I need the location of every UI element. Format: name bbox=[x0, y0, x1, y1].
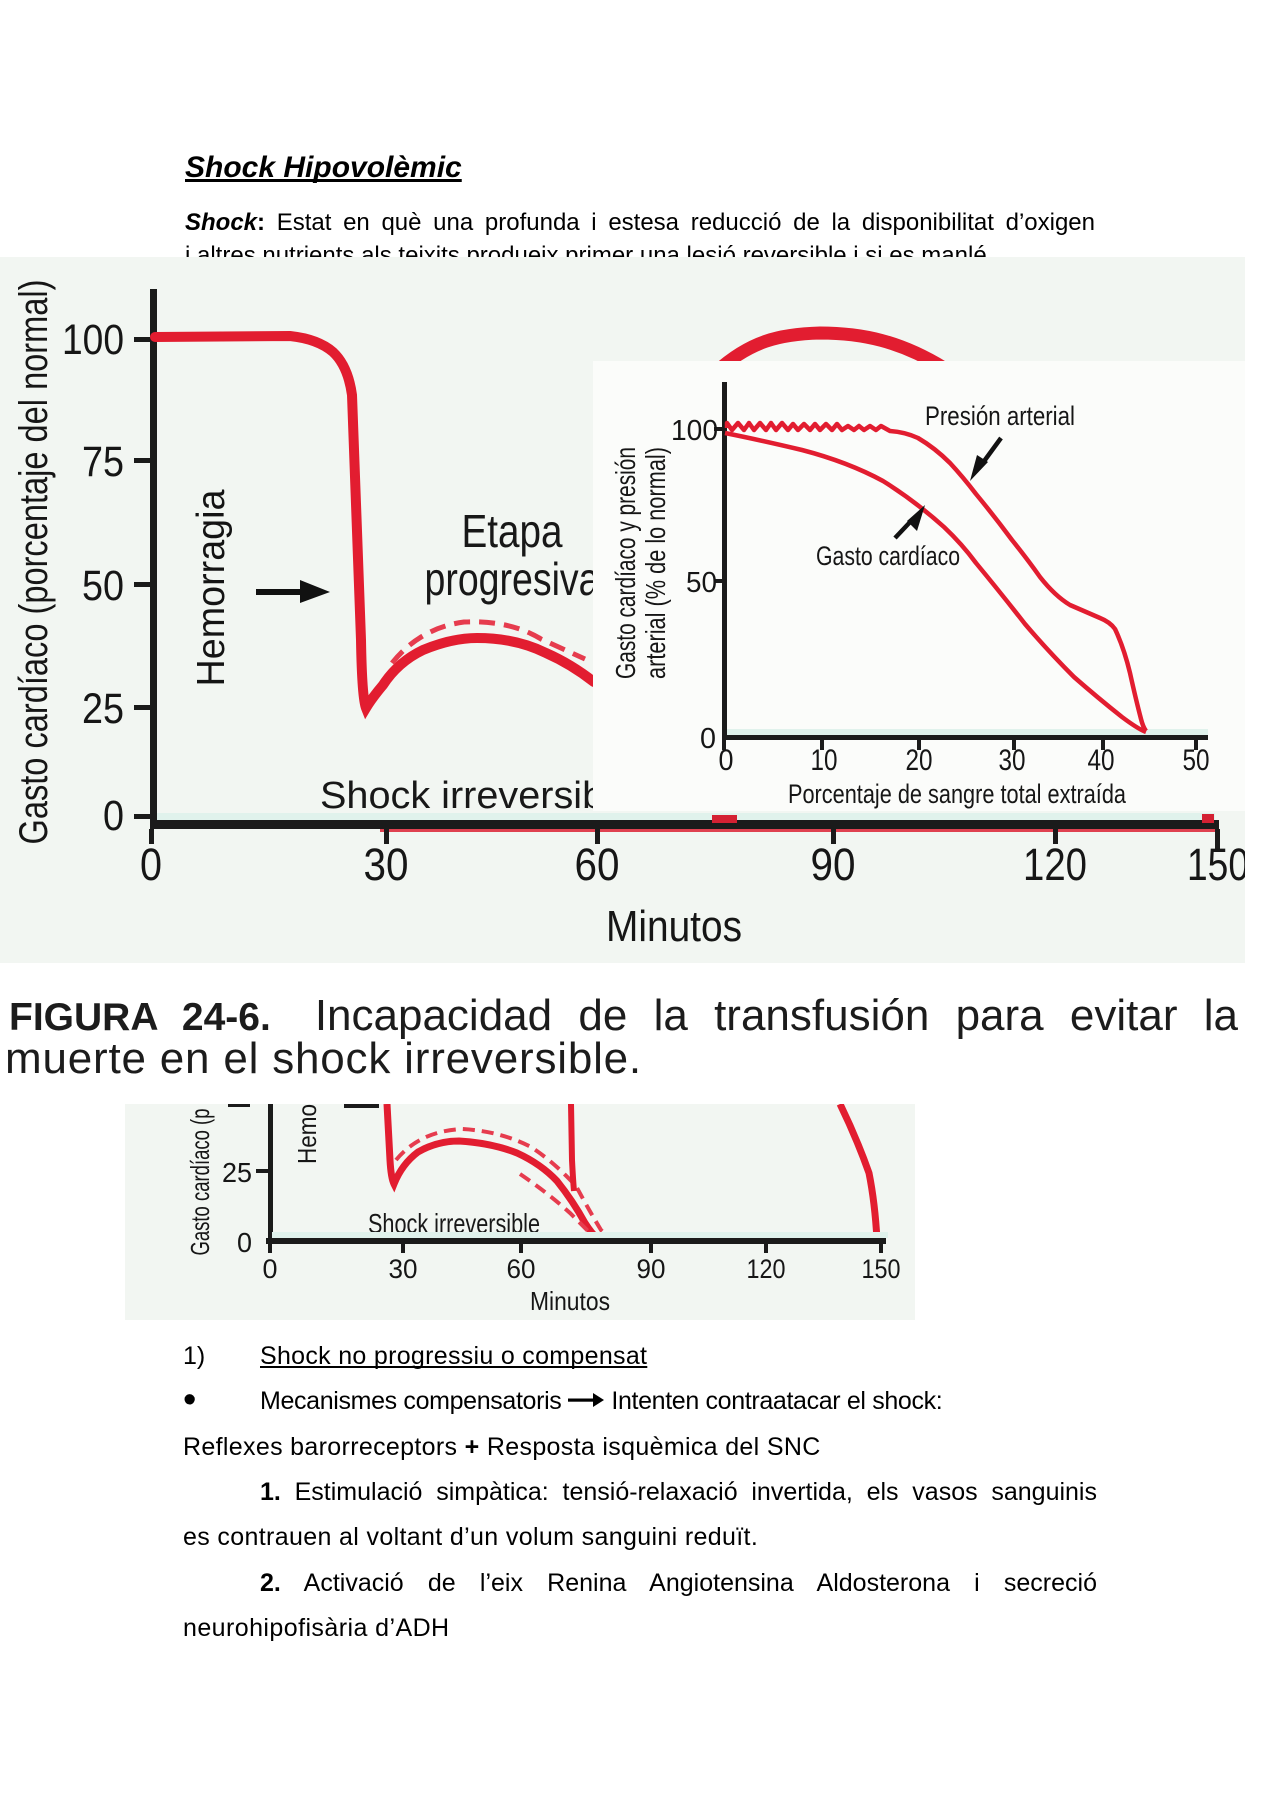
svg-text:20: 20 bbox=[906, 744, 933, 777]
svg-text:40: 40 bbox=[1088, 744, 1115, 777]
svg-text:Minutos: Minutos bbox=[606, 902, 742, 951]
svg-text:60: 60 bbox=[507, 1254, 536, 1284]
svg-text:30: 30 bbox=[364, 839, 409, 890]
svg-text:Etapa: Etapa bbox=[462, 505, 563, 557]
svg-text:50: 50 bbox=[82, 562, 124, 610]
svg-text:90: 90 bbox=[811, 839, 856, 890]
svg-text:30: 30 bbox=[999, 744, 1026, 777]
svg-text:Porcentaje de sangre total ext: Porcentaje de sangre total extraída bbox=[788, 779, 1127, 809]
svg-text:150: 150 bbox=[862, 1254, 901, 1284]
svg-text:120: 120 bbox=[747, 1254, 786, 1284]
svg-text:75: 75 bbox=[82, 438, 124, 486]
svg-text:100: 100 bbox=[671, 415, 718, 447]
svg-text:Gasto cardíaco (p: Gasto cardíaco (p bbox=[185, 1109, 215, 1256]
svg-text:25: 25 bbox=[82, 685, 124, 733]
svg-text:0: 0 bbox=[237, 1227, 252, 1258]
svg-text:25: 25 bbox=[222, 1157, 252, 1188]
svg-text:120: 120 bbox=[1023, 839, 1087, 890]
svg-text:0: 0 bbox=[719, 744, 734, 777]
svg-text:progresiva: progresiva bbox=[425, 553, 600, 605]
svg-text:arterial (% de lo normal): arterial (% de lo normal) bbox=[640, 447, 671, 679]
svg-text:Presión arterial: Presión arterial bbox=[925, 401, 1075, 431]
svg-text:150: 150 bbox=[1187, 839, 1245, 890]
svg-text:100: 100 bbox=[62, 316, 124, 364]
svg-text:Gasto cardíaco: Gasto cardíaco bbox=[816, 541, 960, 571]
svg-text:30: 30 bbox=[389, 1254, 418, 1284]
svg-text:Minutos: Minutos bbox=[530, 1286, 610, 1316]
svg-text:60: 60 bbox=[575, 839, 620, 890]
svg-text:10: 10 bbox=[811, 744, 838, 777]
svg-text:0: 0 bbox=[140, 839, 162, 890]
svg-text:Gasto cardíaco (porcentaje del: Gasto cardíaco (porcentaje del normal) bbox=[12, 280, 56, 845]
svg-text:90: 90 bbox=[637, 1254, 666, 1284]
svg-text:50: 50 bbox=[1183, 744, 1210, 777]
svg-text:Shock irreversible: Shock irreversible bbox=[320, 775, 635, 817]
svg-text:Gasto cardíaco y presión: Gasto cardíaco y presión bbox=[610, 447, 641, 679]
svg-text:0: 0 bbox=[103, 792, 124, 840]
svg-text:0: 0 bbox=[700, 723, 716, 755]
svg-text:Hemo: Hemo bbox=[292, 1104, 322, 1164]
svg-text:0: 0 bbox=[263, 1254, 278, 1284]
svg-text:Hemorragia: Hemorragia bbox=[190, 489, 233, 686]
svg-text:50: 50 bbox=[686, 567, 717, 599]
